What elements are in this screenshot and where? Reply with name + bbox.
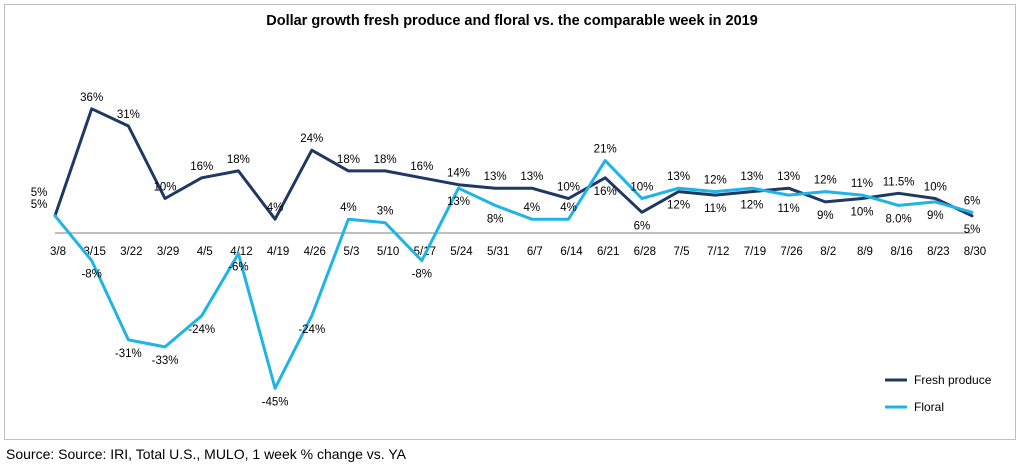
- data-label-fresh: 31%: [117, 109, 140, 121]
- x-tick-label: 3/29: [157, 246, 179, 258]
- data-label-floral: -24%: [188, 324, 215, 336]
- source-note: Source: Source: IRI, Total U.S., MULO, 1…: [6, 446, 406, 462]
- data-label-fresh: 18%: [337, 154, 360, 166]
- x-tick-label: 8/2: [820, 246, 836, 258]
- data-label-fresh: 5%: [964, 224, 981, 236]
- data-label-floral: 13%: [740, 171, 763, 183]
- x-tick-label: 5/24: [450, 246, 473, 258]
- data-label-floral: 8.0%: [886, 213, 912, 225]
- data-label-floral: 13%: [667, 171, 690, 183]
- data-label-floral: -6%: [228, 262, 248, 274]
- data-label-fresh: 10%: [850, 207, 873, 219]
- data-label-fresh: 16%: [594, 186, 617, 198]
- x-tick-label: 6/14: [560, 246, 583, 258]
- data-label-floral: 8%: [487, 213, 504, 225]
- data-label-fresh: 18%: [374, 154, 397, 166]
- data-label-floral: 6%: [964, 195, 981, 207]
- data-label-floral: 4%: [560, 202, 577, 214]
- data-label-fresh: 12%: [740, 200, 763, 212]
- x-tick-label: 6/7: [527, 246, 543, 258]
- data-label-floral: 10%: [630, 182, 653, 194]
- chart-title: Dollar growth fresh produce and floral v…: [266, 13, 758, 29]
- x-tick-label: 7/5: [674, 246, 690, 258]
- data-label-floral: 13%: [447, 196, 470, 208]
- data-label-floral: 11%: [778, 203, 800, 215]
- data-label-fresh: 10%: [557, 182, 580, 194]
- data-label-fresh: 24%: [300, 133, 323, 145]
- data-label-fresh: 36%: [80, 92, 103, 104]
- data-label-fresh: 5%: [31, 187, 48, 199]
- data-label-floral: -45%: [262, 396, 289, 408]
- data-label-fresh: 4%: [267, 202, 284, 214]
- data-label-floral: 11%: [851, 178, 873, 190]
- x-tick-label: 4/19: [267, 246, 289, 258]
- x-tick-label: 6/28: [634, 246, 656, 258]
- data-label-fresh: 14%: [447, 168, 470, 180]
- data-label-floral: -31%: [115, 348, 142, 360]
- data-label-floral: 12%: [704, 175, 727, 187]
- line-chart: 3/8 3/15 3/22 3/29 4/5 4/12 4/19 4/26 5/3 5/10 5/1…: [31, 92, 992, 414]
- data-label-floral: 9%: [927, 210, 944, 222]
- x-tick-label: 8/30: [964, 246, 986, 258]
- x-tick-label: 8/23: [927, 246, 949, 258]
- x-tick-label: 7/26: [780, 246, 802, 258]
- x-tick-label: 5/31: [487, 246, 509, 258]
- x-tick-label: 6/21: [597, 246, 619, 258]
- data-label-floral: -33%: [152, 355, 179, 367]
- data-label-floral: 3%: [377, 206, 394, 218]
- x-tick-label: 8/9: [857, 246, 873, 258]
- chart-frame: [4, 4, 1016, 440]
- data-label-floral: -24%: [298, 324, 325, 336]
- legend-label: Fresh produce: [914, 373, 992, 387]
- x-tick-label: 3/22: [120, 246, 142, 258]
- data-label-fresh: 16%: [190, 161, 213, 173]
- data-label-floral: 12%: [814, 175, 837, 187]
- data-label-fresh: 6%: [634, 220, 651, 232]
- data-label-fresh: 13%: [777, 171, 800, 183]
- data-label-floral: -8%: [412, 269, 432, 281]
- data-label-fresh: 18%: [227, 154, 250, 166]
- data-label-fresh: 16%: [410, 161, 433, 173]
- data-label-fresh: 11%: [704, 203, 726, 215]
- x-tick-label: 4/5: [197, 246, 213, 258]
- x-tick-label: 7/19: [744, 246, 766, 258]
- x-tick-label: 4/26: [304, 246, 326, 258]
- data-label-fresh: 12%: [667, 200, 690, 212]
- data-label-floral: 4%: [524, 202, 541, 214]
- series-line-floral: [53, 159, 974, 390]
- legend-label: Floral: [914, 400, 944, 414]
- data-label-fresh: 11.5%: [883, 176, 915, 188]
- x-tick-label: 5/10: [377, 246, 399, 258]
- x-tick-label: 7/12: [707, 246, 729, 258]
- data-label-fresh: 10%: [924, 182, 947, 194]
- x-tick-label: 3/8: [50, 246, 66, 258]
- data-label-fresh: 13%: [484, 171, 507, 183]
- series-line-fresh-produce: [53, 107, 974, 221]
- data-label-floral: 21%: [594, 144, 617, 156]
- x-tick-label: 8/16: [890, 246, 912, 258]
- data-label-fresh: 13%: [520, 171, 543, 183]
- data-label-fresh: 10%: [154, 182, 177, 194]
- x-tick-label: 4/12: [230, 246, 252, 258]
- data-label-floral: 4%: [340, 202, 357, 214]
- data-label-floral: 5%: [31, 199, 48, 211]
- x-tick-label: 3/15: [83, 246, 105, 258]
- x-tick-label: 5/3: [343, 246, 359, 258]
- data-label-fresh: 9%: [817, 210, 834, 222]
- data-label-floral: -8%: [81, 269, 101, 281]
